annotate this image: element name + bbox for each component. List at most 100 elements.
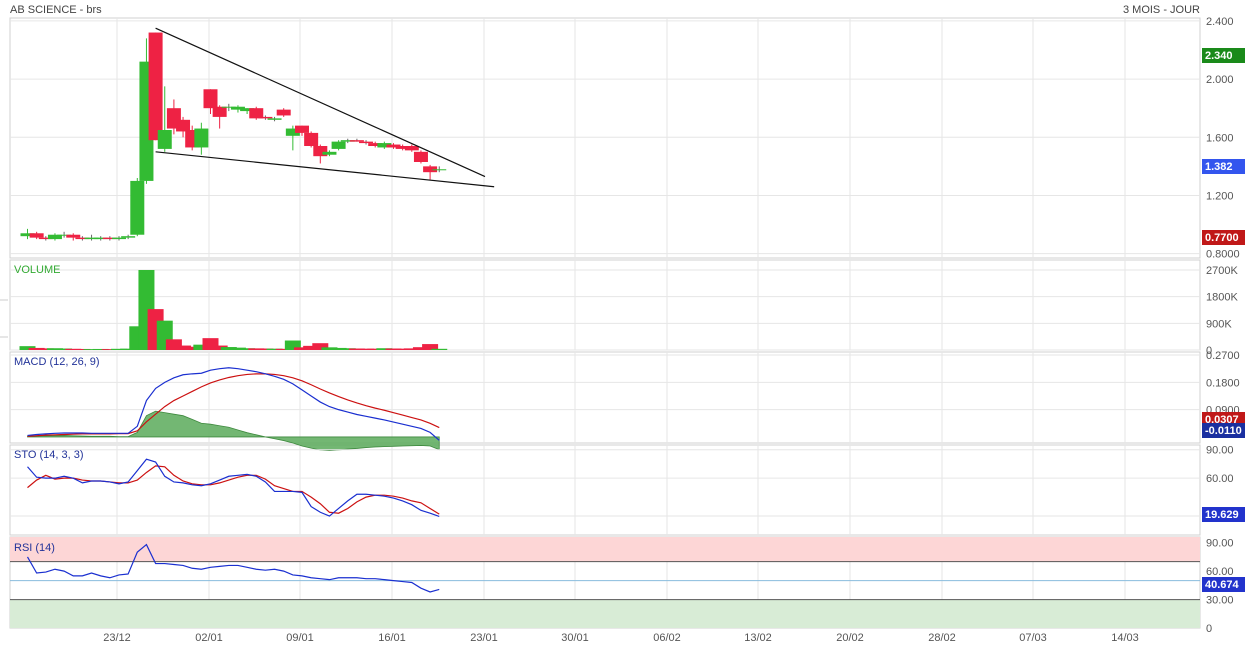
price-tick-label: 1.600 <box>1206 132 1234 144</box>
candle-body <box>331 141 346 149</box>
timeframe-label: 3 MOIS - JOUR <box>1123 4 1200 16</box>
candle-body <box>285 128 300 136</box>
volume-bar <box>422 344 439 350</box>
candle-body <box>322 151 337 155</box>
chart-title: AB SCIENCE - brs <box>10 4 102 16</box>
candle-body <box>66 234 81 238</box>
current-price-badge-bg <box>1202 159 1245 174</box>
trendline <box>155 27 486 178</box>
x-tick-label: 30/01 <box>561 632 589 644</box>
candle-body <box>258 116 273 119</box>
candle-body <box>93 237 108 240</box>
rsi-overbought-zone <box>10 537 1200 562</box>
last-price-badge: 2.340 <box>1205 50 1233 62</box>
candle-body <box>395 146 410 149</box>
volume-bar <box>275 348 292 350</box>
candle-body <box>102 237 117 240</box>
volume-bar <box>431 348 448 350</box>
price-tick-label: 1.200 <box>1206 190 1234 202</box>
volume-bar <box>65 348 82 350</box>
volume-bar <box>28 347 45 350</box>
low-price-badge-bg <box>1202 230 1245 245</box>
volume-bar <box>175 345 192 350</box>
candle-body <box>75 237 90 240</box>
volume-bar <box>56 348 73 350</box>
volume-bar <box>358 348 375 350</box>
candle-body <box>194 128 209 148</box>
x-tick-label: 06/02 <box>653 632 681 644</box>
volume-bar <box>257 348 274 350</box>
macd-tick-label: 0.2700 <box>1206 350 1240 362</box>
volume-tick-label: 1800K <box>1206 292 1238 304</box>
x-tick-label: 16/01 <box>378 632 406 644</box>
current-price-badge: 1.382 <box>1205 161 1233 173</box>
x-tick-label: 14/03 <box>1111 632 1139 644</box>
candle-body <box>38 237 53 240</box>
rsi-tick-label: 30.00 <box>1206 595 1234 607</box>
x-tick-label: 20/02 <box>836 632 864 644</box>
macd-tick-label: 0.1800 <box>1206 377 1240 389</box>
volume-bar <box>165 339 182 350</box>
candle-body <box>203 89 218 109</box>
volume-tick-label: 0 <box>1206 345 1212 357</box>
price-tick-label: 2.000 <box>1206 74 1234 86</box>
x-tick-label: 02/01 <box>195 632 223 644</box>
macd-title: MACD (12, 26, 9) <box>14 356 100 368</box>
x-tick-label: 07/03 <box>1019 632 1047 644</box>
candle-body <box>377 143 392 148</box>
candle-body <box>267 118 282 120</box>
rsi-line <box>26 543 440 593</box>
rsi-tick-label: 90.00 <box>1206 538 1234 550</box>
panel-vol <box>9 259 1201 351</box>
sto-k-line <box>27 458 440 517</box>
volume-bar <box>412 347 429 350</box>
volume-tick-label: 900K <box>1206 318 1232 330</box>
volume-bar <box>220 347 237 350</box>
sto-tick-label: 90.00 <box>1206 445 1234 457</box>
candle-body <box>349 140 364 142</box>
price-tick-label: 2.400 <box>1206 16 1234 28</box>
last-price-badge-bg <box>1202 48 1245 63</box>
volume-bar <box>37 348 54 350</box>
macd-line <box>27 367 440 441</box>
candle-body <box>130 180 145 235</box>
candle-body <box>84 237 99 240</box>
volume-bar <box>202 338 219 350</box>
candle-body <box>121 236 136 238</box>
sto-badge: 19.629 <box>1205 509 1239 521</box>
macd-histogram <box>27 410 440 451</box>
candle-body <box>304 132 319 146</box>
candle-body <box>176 119 191 132</box>
sto-tick-label: 60.00 <box>1206 473 1234 485</box>
volume-bar <box>46 348 63 350</box>
macd-signal-line <box>27 373 440 437</box>
candle-body <box>112 237 126 240</box>
trendline <box>155 151 495 188</box>
candle-body <box>249 108 264 119</box>
rsi-oversold-zone <box>10 599 1200 628</box>
volume-bar <box>83 349 100 350</box>
low-price-badge: 0.7700 <box>1205 232 1239 244</box>
panel-sto <box>9 444 1201 536</box>
volume-bar <box>367 348 384 350</box>
candle-body <box>57 234 72 236</box>
sto-badge-bg <box>1202 507 1245 522</box>
candle-body <box>230 106 245 110</box>
volume-bar <box>284 340 301 350</box>
x-tick-label: 23/01 <box>470 632 498 644</box>
rsi-badge-bg <box>1202 577 1245 592</box>
volume-bar <box>339 348 356 350</box>
candle-body <box>148 32 163 141</box>
candle-body <box>47 234 62 240</box>
volume-bar <box>403 348 420 350</box>
candle-body <box>295 125 309 133</box>
candle-body <box>212 106 227 117</box>
volume-bar <box>294 347 310 350</box>
volume-bar <box>92 348 109 350</box>
candle-body <box>29 233 44 238</box>
candle-body <box>313 146 328 157</box>
candle-body <box>340 140 355 142</box>
rsi-badge: 40.674 <box>1205 579 1240 591</box>
volume-bar <box>348 348 365 350</box>
